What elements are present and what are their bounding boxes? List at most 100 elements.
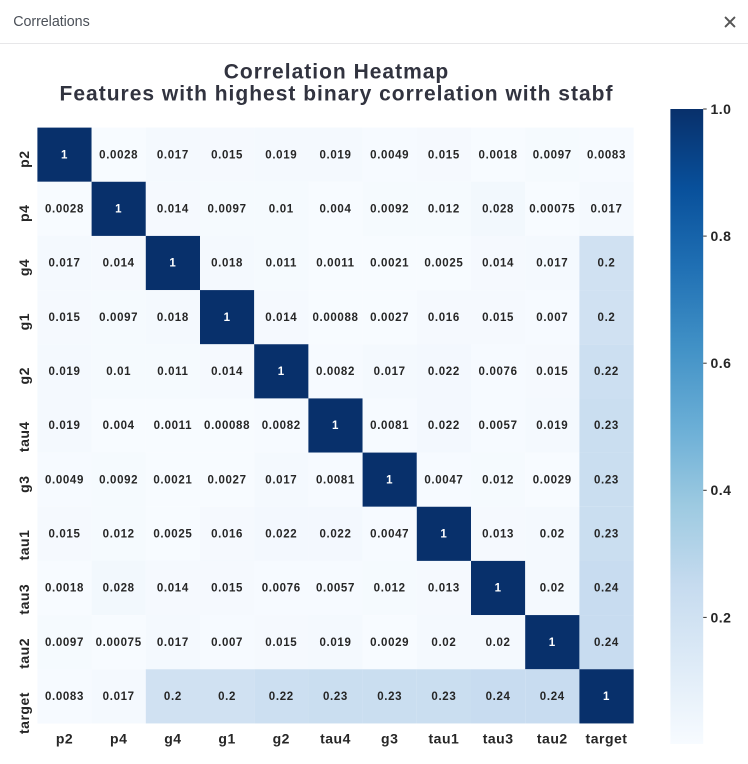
svg-text:0.0081: 0.0081	[316, 474, 355, 486]
svg-text:p2: p2	[16, 151, 32, 168]
svg-text:0.015: 0.015	[482, 312, 514, 324]
svg-text:0.0092: 0.0092	[370, 203, 409, 215]
svg-text:p4: p4	[110, 730, 127, 746]
svg-text:tau2: tau2	[16, 638, 32, 669]
svg-text:0.017: 0.017	[536, 258, 568, 270]
svg-text:1: 1	[549, 637, 556, 649]
svg-text:0.0047: 0.0047	[370, 528, 409, 540]
svg-text:tau1: tau1	[429, 730, 460, 746]
svg-text:0.012: 0.012	[428, 203, 460, 215]
svg-text:0.019: 0.019	[48, 366, 80, 378]
svg-text:tau4: tau4	[16, 421, 32, 452]
svg-text:g1: g1	[16, 313, 32, 330]
svg-text:0.0083: 0.0083	[45, 691, 84, 703]
svg-text:0.01: 0.01	[106, 366, 131, 378]
svg-text:0.015: 0.015	[265, 637, 297, 649]
svg-text:0.0092: 0.0092	[99, 474, 138, 486]
svg-text:0.0057: 0.0057	[479, 420, 518, 432]
svg-text:0.018: 0.018	[211, 258, 243, 270]
svg-text:1: 1	[386, 474, 393, 486]
svg-text:0.0057: 0.0057	[316, 583, 355, 595]
svg-text:0.00075: 0.00075	[96, 637, 142, 649]
svg-text:0.8: 0.8	[711, 228, 732, 244]
svg-text:g2: g2	[16, 367, 32, 384]
svg-text:0.019: 0.019	[536, 420, 568, 432]
svg-text:0.015: 0.015	[536, 366, 568, 378]
svg-text:0.22: 0.22	[594, 366, 619, 378]
svg-text:0.0097: 0.0097	[533, 149, 572, 161]
svg-text:0.007: 0.007	[536, 312, 568, 324]
svg-text:0.24: 0.24	[594, 637, 619, 649]
svg-text:target: target	[16, 692, 32, 734]
svg-text:1: 1	[440, 528, 447, 540]
svg-text:0.0097: 0.0097	[45, 637, 84, 649]
svg-text:0.014: 0.014	[211, 366, 243, 378]
svg-text:0.0082: 0.0082	[316, 366, 355, 378]
svg-text:0.2: 0.2	[218, 691, 236, 703]
svg-text:0.017: 0.017	[265, 474, 297, 486]
svg-text:1: 1	[224, 312, 231, 324]
svg-text:0.0027: 0.0027	[370, 312, 409, 324]
svg-text:0.2: 0.2	[598, 312, 616, 324]
svg-text:0.0021: 0.0021	[153, 474, 192, 486]
svg-text:1: 1	[61, 149, 68, 161]
svg-text:0.017: 0.017	[157, 149, 189, 161]
svg-text:0.019: 0.019	[319, 149, 351, 161]
svg-text:1: 1	[495, 583, 502, 595]
svg-text:0.012: 0.012	[482, 474, 514, 486]
svg-text:0.013: 0.013	[482, 528, 514, 540]
svg-text:1: 1	[603, 691, 610, 703]
svg-text:0.0097: 0.0097	[208, 203, 247, 215]
svg-text:0.022: 0.022	[319, 528, 351, 540]
svg-text:0.022: 0.022	[428, 420, 460, 432]
svg-text:0.015: 0.015	[428, 149, 460, 161]
svg-text:g3: g3	[16, 476, 32, 493]
svg-text:0.23: 0.23	[377, 691, 402, 703]
svg-text:0.0025: 0.0025	[153, 528, 192, 540]
svg-text:0.015: 0.015	[211, 149, 243, 161]
svg-text:0.24: 0.24	[594, 583, 619, 595]
svg-text:1: 1	[332, 420, 339, 432]
svg-text:g3: g3	[381, 730, 398, 746]
svg-text:0.016: 0.016	[428, 312, 460, 324]
svg-text:0.014: 0.014	[157, 583, 189, 595]
svg-text:0.0049: 0.0049	[370, 149, 409, 161]
svg-text:0.0049: 0.0049	[45, 474, 84, 486]
svg-text:0.2: 0.2	[164, 691, 182, 703]
svg-text:Correlation Heatmap: Correlation Heatmap	[224, 61, 450, 84]
svg-text:0.028: 0.028	[482, 203, 514, 215]
svg-text:Features with highest binary c: Features with highest binary correlation…	[60, 83, 614, 106]
svg-text:0.017: 0.017	[374, 366, 406, 378]
svg-text:0.0027: 0.0027	[208, 474, 247, 486]
svg-text:0.011: 0.011	[266, 258, 297, 270]
svg-text:0.0021: 0.0021	[370, 258, 409, 270]
svg-text:0.018: 0.018	[157, 312, 189, 324]
svg-text:0.014: 0.014	[265, 312, 297, 324]
svg-text:0.00088: 0.00088	[312, 312, 358, 324]
svg-text:0.017: 0.017	[590, 203, 622, 215]
svg-text:0.00075: 0.00075	[529, 203, 575, 215]
svg-text:0.2: 0.2	[711, 609, 732, 625]
svg-text:Correlations: Correlations	[13, 14, 89, 30]
svg-text:g1: g1	[218, 730, 235, 746]
svg-text:0.0076: 0.0076	[479, 366, 518, 378]
svg-text:g4: g4	[164, 730, 181, 746]
svg-text:0.0018: 0.0018	[45, 583, 84, 595]
svg-text:0.017: 0.017	[103, 691, 135, 703]
svg-text:0.2: 0.2	[598, 258, 616, 270]
svg-text:1: 1	[278, 366, 285, 378]
svg-text:0.014: 0.014	[157, 203, 189, 215]
svg-text:0.015: 0.015	[48, 312, 80, 324]
svg-text:0.014: 0.014	[482, 258, 514, 270]
svg-text:0.0018: 0.0018	[479, 149, 518, 161]
svg-text:0.0029: 0.0029	[370, 637, 409, 649]
svg-text:0.02: 0.02	[431, 637, 456, 649]
svg-text:0.02: 0.02	[540, 528, 565, 540]
svg-text:0.004: 0.004	[103, 420, 135, 432]
svg-text:0.015: 0.015	[211, 583, 243, 595]
svg-text:0.0081: 0.0081	[370, 420, 409, 432]
svg-text:g4: g4	[16, 259, 32, 276]
svg-text:0.0029: 0.0029	[533, 474, 572, 486]
svg-text:0.007: 0.007	[211, 637, 243, 649]
svg-text:0.0097: 0.0097	[99, 312, 138, 324]
